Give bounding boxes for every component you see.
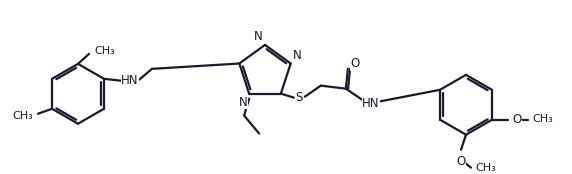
Text: HN: HN [121, 74, 139, 87]
Text: O: O [512, 113, 521, 126]
Text: N: N [293, 49, 301, 62]
Text: CH₃: CH₃ [532, 114, 553, 124]
Text: CH₃: CH₃ [475, 163, 496, 173]
Text: CH₃: CH₃ [94, 46, 115, 56]
Text: N: N [239, 96, 247, 109]
Text: O: O [456, 155, 466, 168]
Text: CH₃: CH₃ [12, 111, 33, 121]
Text: N: N [254, 30, 263, 43]
Text: S: S [295, 91, 303, 104]
Text: HN: HN [362, 97, 380, 110]
Text: O: O [351, 57, 360, 70]
